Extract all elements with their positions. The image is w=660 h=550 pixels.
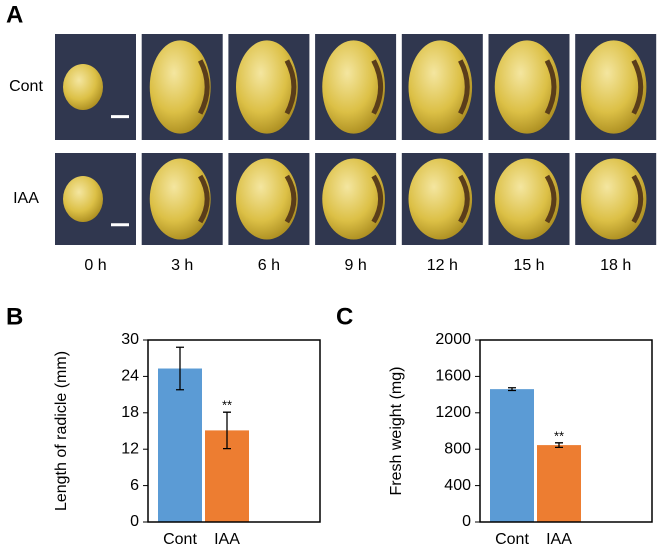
seed xyxy=(494,40,560,134)
x-tick-label: IAA xyxy=(546,531,572,548)
error-bar xyxy=(508,387,516,392)
hilum xyxy=(544,174,557,224)
seed xyxy=(236,158,298,240)
seed xyxy=(581,40,647,134)
y-tick-label: 1200 xyxy=(435,404,471,421)
seed xyxy=(63,64,103,110)
y-tick-label: 1600 xyxy=(435,368,471,385)
seed xyxy=(63,176,103,222)
time-label: 6 h xyxy=(258,257,280,274)
significance: ** xyxy=(222,398,232,413)
x-tick-label: Cont xyxy=(495,531,529,548)
bar xyxy=(537,445,581,522)
seed xyxy=(408,40,473,134)
hilum xyxy=(458,174,470,224)
error-bar xyxy=(176,346,184,391)
time-label: 15 h xyxy=(513,257,544,274)
hilum xyxy=(544,59,557,115)
error-bar xyxy=(223,411,231,450)
y-tick-label: 800 xyxy=(444,440,471,457)
hilum xyxy=(197,59,210,115)
time-label: 12 h xyxy=(427,257,458,274)
hilum xyxy=(284,174,297,224)
hilum xyxy=(371,59,384,115)
y-tick-label: 24 xyxy=(121,368,139,385)
y-axis-label: Fresh weight (mg) xyxy=(388,367,405,496)
row-label: Cont xyxy=(9,78,43,95)
seed xyxy=(408,158,473,240)
y-tick-label: 2000 xyxy=(435,331,471,348)
panel-label: C xyxy=(336,303,353,330)
time-label: 9 h xyxy=(344,257,366,274)
photo-grid xyxy=(55,34,657,245)
seed xyxy=(322,158,385,240)
hilum xyxy=(631,174,644,224)
error-bar xyxy=(555,442,563,449)
hilum xyxy=(284,59,297,115)
y-tick-label: 30 xyxy=(121,331,139,348)
hilum xyxy=(458,59,470,115)
y-tick-label: 6 xyxy=(130,477,139,494)
x-tick-label: IAA xyxy=(214,531,240,548)
bar xyxy=(490,389,534,522)
hilum xyxy=(198,174,210,224)
time-label: 18 h xyxy=(600,257,631,274)
time-label: 3 h xyxy=(171,257,193,274)
panel-label: B xyxy=(6,303,23,330)
seed xyxy=(581,158,647,240)
bar xyxy=(158,368,202,522)
time-label: 0 h xyxy=(84,257,106,274)
hilum xyxy=(631,59,644,115)
y-axis-label: Length of radicle (mm) xyxy=(53,351,70,511)
plot-frame xyxy=(479,339,653,523)
y-tick-label: 12 xyxy=(121,440,139,457)
seed xyxy=(322,40,385,134)
seed xyxy=(149,158,211,240)
hilum xyxy=(371,174,384,224)
seed xyxy=(236,40,298,134)
y-tick-label: 18 xyxy=(121,404,139,421)
y-tick-label: 0 xyxy=(130,513,139,530)
panel-label: A xyxy=(6,1,23,28)
seed xyxy=(149,40,211,134)
x-tick-label: Cont xyxy=(163,531,197,548)
row-label: IAA xyxy=(13,190,39,207)
y-tick-label: 0 xyxy=(462,513,471,530)
y-tick-label: 400 xyxy=(444,477,471,494)
seed xyxy=(494,158,560,240)
plot-frame xyxy=(147,339,321,523)
significance: ** xyxy=(554,428,564,443)
